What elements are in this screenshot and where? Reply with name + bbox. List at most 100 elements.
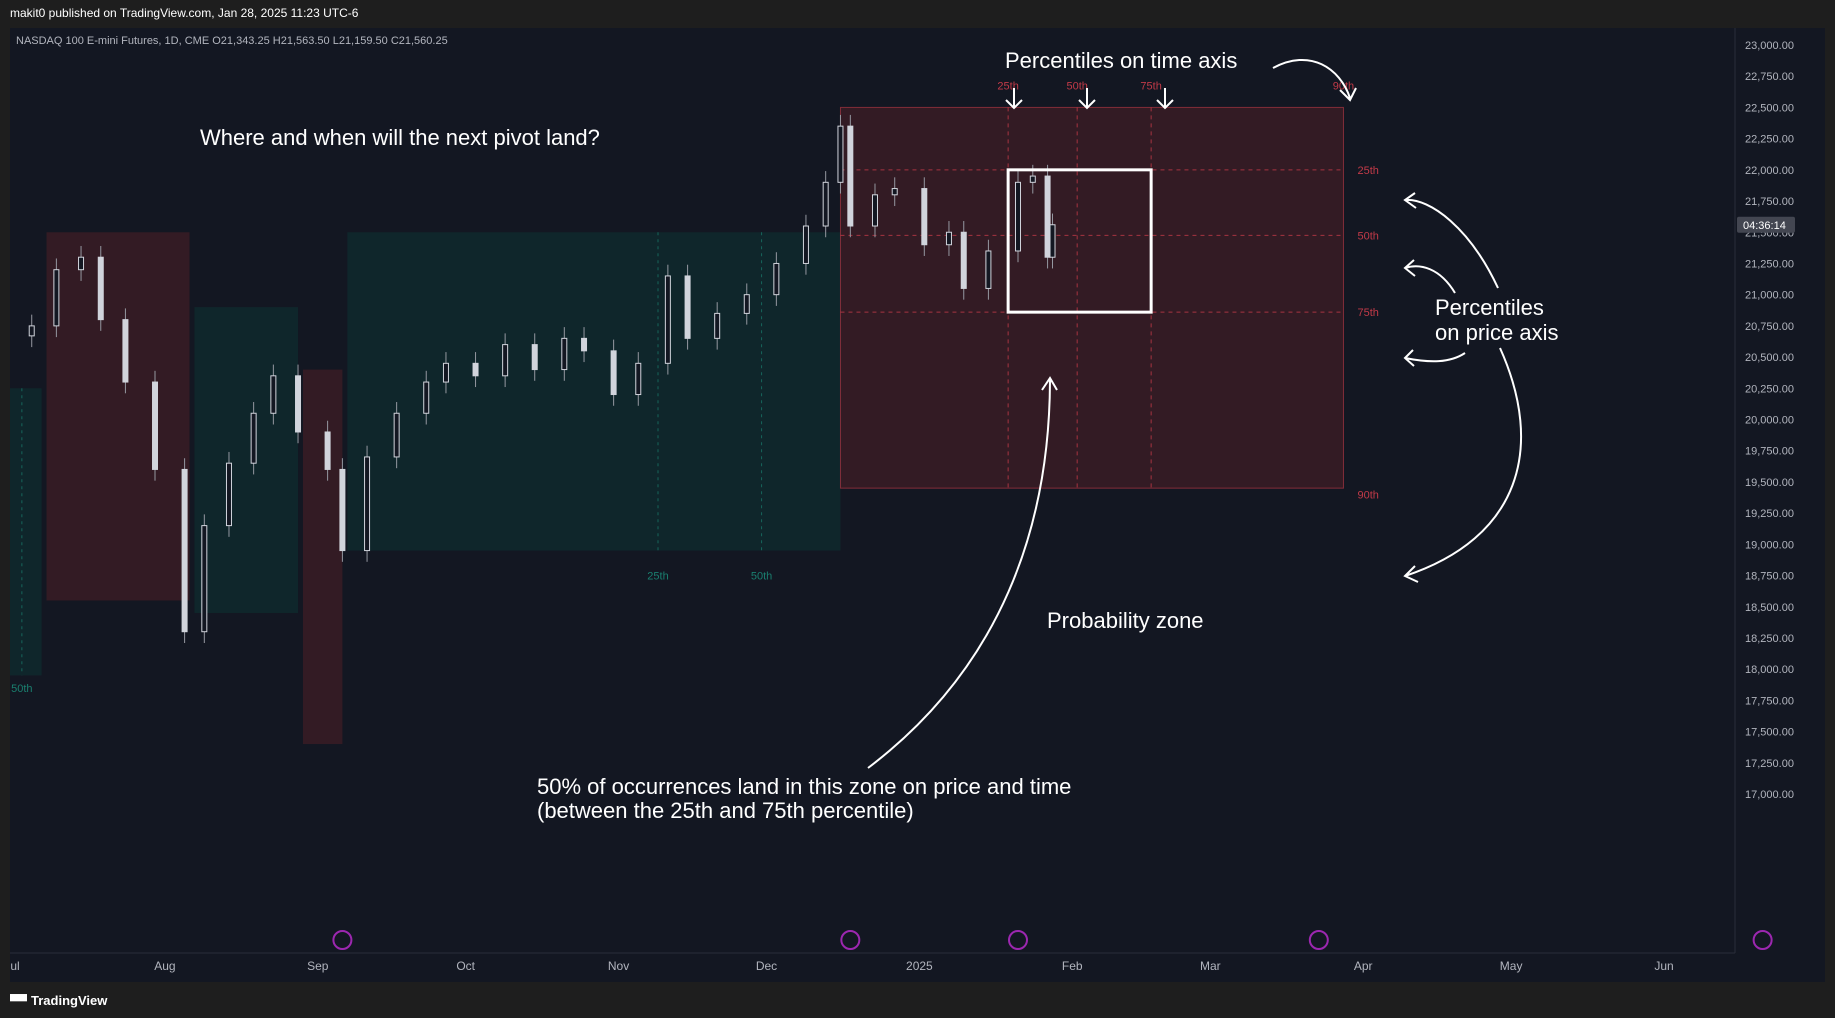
candle-body bbox=[837, 125, 844, 183]
probability-annotation: Probability zone bbox=[1047, 608, 1204, 633]
candle-body bbox=[502, 344, 509, 377]
time-percentile-label: 90th bbox=[1333, 80, 1354, 92]
price-tick-label: 19,500.00 bbox=[1745, 477, 1794, 489]
candle-body bbox=[531, 344, 538, 371]
candle-body bbox=[664, 275, 671, 364]
tradingview-logo-icon: ▀▀ bbox=[10, 994, 28, 1008]
zone-red-5 bbox=[840, 107, 1344, 489]
candle-body bbox=[181, 468, 188, 633]
arrow-down-icon bbox=[1156, 88, 1174, 110]
event-icon[interactable] bbox=[840, 930, 861, 950]
probability-box bbox=[1006, 168, 1153, 314]
price-tick-label: 21,000.00 bbox=[1745, 290, 1794, 302]
teal-percentile-label: 50th bbox=[11, 683, 32, 695]
symbol-legend: NASDAQ 100 E-mini Futures, 1D, CME O21,3… bbox=[16, 35, 448, 47]
candle-body bbox=[324, 431, 331, 470]
price-tick-label: 20,750.00 bbox=[1745, 321, 1794, 333]
price-tick-label: 22,750.00 bbox=[1745, 71, 1794, 83]
candle-body bbox=[847, 125, 854, 227]
chart-area[interactable]: 25th 50th 75th 90th 25th 50th 75th 90th 50th 25th… bbox=[10, 28, 1825, 982]
time-axis-annotation: Percentiles on time axis bbox=[1005, 48, 1237, 73]
price-tick-label: 18,000.00 bbox=[1745, 664, 1794, 676]
time-tick-label: Dec bbox=[756, 959, 777, 973]
price-tick-label: 17,750.00 bbox=[1745, 695, 1794, 707]
candle-body bbox=[225, 462, 232, 527]
candle-body bbox=[985, 250, 992, 289]
candle-body bbox=[581, 337, 588, 352]
event-icon[interactable] bbox=[1752, 930, 1773, 950]
probability-zone-border bbox=[839, 106, 1344, 489]
curved-arrow-icon bbox=[1403, 259, 1456, 294]
price-chart[interactable]: 25th 50th 75th 90th 25th 50th 75th 90th 50th 25th… bbox=[10, 28, 1825, 982]
price-tick-label: 18,500.00 bbox=[1745, 602, 1794, 614]
price-tick-label: 17,500.00 bbox=[1745, 727, 1794, 739]
price-axis-annotation-2: on price axis bbox=[1435, 320, 1559, 345]
arrow-down-icon bbox=[1005, 88, 1023, 110]
time-percentile-label: 25th bbox=[997, 80, 1018, 92]
zone-teal-4 bbox=[347, 232, 841, 551]
candle-body bbox=[714, 312, 721, 339]
curved-arrow-icon bbox=[1272, 58, 1357, 102]
price-tick-label: 20,500.00 bbox=[1745, 352, 1794, 364]
candle-body bbox=[945, 231, 952, 246]
teal-percentile-label: 50th bbox=[751, 571, 772, 583]
event-icon[interactable] bbox=[1007, 930, 1028, 950]
teal-percentile-label: 25th bbox=[647, 571, 668, 583]
candle-body bbox=[921, 188, 928, 246]
price-tick-label: 18,750.00 bbox=[1745, 571, 1794, 583]
candle-body bbox=[1049, 224, 1056, 258]
candle-body bbox=[97, 256, 104, 321]
footer-bar: ▀▀ TradingView bbox=[0, 984, 1835, 1018]
price-tick-label: 19,000.00 bbox=[1745, 539, 1794, 551]
price-tick-label: 21,250.00 bbox=[1745, 258, 1794, 270]
arrow-down-icon bbox=[1078, 88, 1096, 110]
published-text: makit0 published on TradingView.com, Jan… bbox=[10, 6, 359, 20]
fifty-percent-annotation-1: 50% of occurrences land in this zone on … bbox=[537, 774, 1071, 799]
price-percentile-label: 90th bbox=[1357, 489, 1378, 501]
candle-body bbox=[270, 375, 277, 414]
candle-body bbox=[53, 269, 60, 327]
time-tick-label: Mar bbox=[1200, 959, 1221, 973]
candle-body bbox=[960, 231, 967, 289]
publish-header: makit0 published on TradingView.com, Jan… bbox=[0, 0, 1835, 27]
candle-body bbox=[152, 381, 159, 470]
time-percentile-label: 75th bbox=[1140, 80, 1161, 92]
time-tick-label: Nov bbox=[608, 959, 629, 973]
price-percentile-label: 50th bbox=[1357, 230, 1378, 242]
zone-red-3 bbox=[302, 369, 343, 745]
candle-body bbox=[201, 525, 208, 633]
price-tick-label: 19,750.00 bbox=[1745, 446, 1794, 458]
candle-body bbox=[1044, 175, 1051, 258]
curved-arrow-icon bbox=[867, 376, 1058, 769]
zone-red-1 bbox=[46, 232, 190, 601]
candle-body bbox=[891, 188, 898, 196]
question-annotation: Where and when will the next pivot land? bbox=[200, 125, 600, 150]
price-tick-label: 22,250.00 bbox=[1745, 134, 1794, 146]
time-tick-label: Jul bbox=[10, 959, 20, 973]
candle-body bbox=[802, 225, 809, 264]
price-tick-label: 17,250.00 bbox=[1745, 758, 1794, 770]
time-tick-label: Aug bbox=[154, 959, 175, 973]
price-tick-label: 22,500.00 bbox=[1745, 102, 1794, 114]
zone-teal-2 bbox=[194, 307, 299, 613]
price-tick-label: 19,250.00 bbox=[1745, 508, 1794, 520]
price-tick-label: 23,000.00 bbox=[1745, 40, 1794, 52]
candle-body bbox=[1029, 175, 1036, 183]
price-tick-label: 18,250.00 bbox=[1745, 633, 1794, 645]
current-price-badge bbox=[1737, 216, 1795, 233]
price-axis[interactable] bbox=[1735, 28, 1825, 982]
candle-body bbox=[684, 275, 691, 339]
candle-body bbox=[1014, 181, 1021, 252]
candle-body bbox=[28, 325, 35, 337]
zone-teal-0 bbox=[10, 388, 42, 676]
time-tick-label: May bbox=[1500, 959, 1523, 973]
candle-body bbox=[610, 350, 617, 396]
current-price-label: 04:36:14 bbox=[1743, 220, 1786, 232]
time-tick-label: Jun bbox=[1654, 959, 1673, 973]
candle-body bbox=[339, 468, 346, 552]
tradingview-brand[interactable]: ▀▀ TradingView bbox=[0, 984, 1835, 1018]
event-icon[interactable] bbox=[1308, 930, 1329, 950]
price-tick-label: 20,250.00 bbox=[1745, 383, 1794, 395]
price-tick-label: 17,000.00 bbox=[1745, 789, 1794, 801]
event-icon[interactable] bbox=[332, 930, 353, 950]
